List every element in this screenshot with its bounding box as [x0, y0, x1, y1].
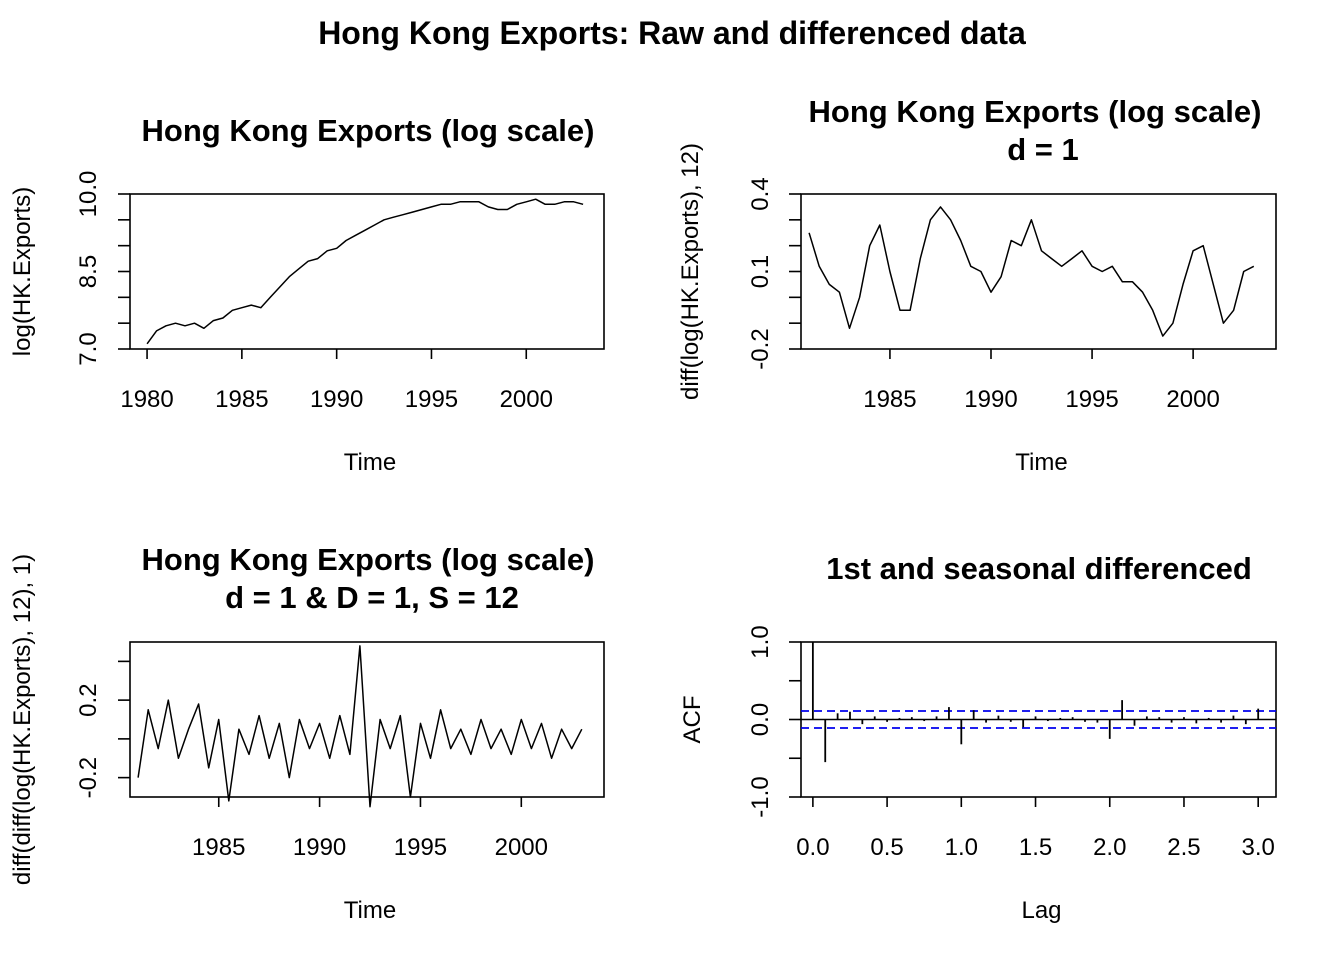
- y-tick-label: 0.1: [747, 255, 774, 288]
- x-axis-title: Time: [1015, 449, 1067, 476]
- panel-title: Hong Kong Exports (log scale): [142, 542, 595, 577]
- series-line: [146, 198, 584, 345]
- y-tick-label: 10.0: [75, 171, 102, 218]
- panel-body-4: 0.0 0.5 1.0 1.5 2.0 2.5 3.0 Lag -1.0 0.0 1.0 ACF: [679, 625, 1277, 924]
- panel-subtitle: d = 1: [1007, 132, 1079, 167]
- x-tick-label: 2000: [1166, 386, 1219, 413]
- x-tick-label: 1.0: [945, 834, 978, 861]
- x-tick-label: 1995: [394, 834, 447, 861]
- x-tick-label: 0.0: [796, 834, 829, 861]
- series-line: [808, 206, 1255, 337]
- x-tick-label: 0.5: [870, 834, 903, 861]
- x-tick-label: 2.0: [1093, 834, 1126, 861]
- y-axis-title: diff(log(HK.Exports), 12): [677, 143, 704, 400]
- panel-title: Hong Kong Exports (log scale): [142, 113, 595, 148]
- x-tick-label: 1990: [293, 834, 346, 861]
- x-tick-label: 1995: [405, 386, 458, 413]
- x-axis-title: Time: [344, 449, 396, 476]
- panel-acf: 1st and seasonal differenced 0.0 0.5 1.0 1.…: [679, 551, 1277, 924]
- x-tick-label: 1990: [964, 386, 1017, 413]
- series-line: [137, 645, 583, 808]
- plot-frame: [129, 641, 605, 798]
- y-axis-title: ACF: [679, 696, 706, 744]
- y-tick-label: -0.2: [747, 328, 774, 369]
- figure-title: Hong Kong Exports: Raw and differenced d…: [318, 15, 1026, 51]
- x-tick-label: 2.5: [1167, 834, 1200, 861]
- x-tick-label: 1.5: [1019, 834, 1052, 861]
- y-tick-label: -1.0: [747, 776, 774, 817]
- panel-body-3: 1985 1990 1995 2000 Time -0.2 0.2 diff(diff(log…: [9, 554, 605, 924]
- y-tick-label: 0.2: [75, 683, 102, 716]
- y-tick-label: 7.0: [75, 332, 102, 365]
- x-tick-label: 1980: [120, 386, 173, 413]
- x-tick-label: 1985: [863, 386, 916, 413]
- y-tick-label: 1.0: [747, 625, 774, 658]
- x-tick-label: 1990: [310, 386, 363, 413]
- y-tick-label: 8.5: [75, 255, 102, 288]
- x-axis-title: Time: [344, 897, 396, 924]
- panel-title: Hong Kong Exports (log scale): [809, 94, 1262, 129]
- x-tick-label: 1985: [192, 834, 245, 861]
- y-axis-title: log(HK.Exports): [9, 187, 36, 356]
- x-axis-title: Lag: [1021, 897, 1061, 924]
- x-tick-label: 1995: [1065, 386, 1118, 413]
- y-axis-title: diff(diff(log(HK.Exports), 12), 1): [9, 554, 36, 885]
- panel-body-1: 1980 1985 1990 1995 2000 Time 7.0 8.5 10.0 log(HK…: [9, 171, 605, 476]
- panel-log-exports: Hong Kong Exports (log scale) 1980 1985 19…: [9, 113, 605, 476]
- y-tick-label: 0.4: [747, 177, 774, 210]
- panel-body-2: 1985 1990 1995 2000 Time -0.2 0.1 0.4 diff(log(H…: [677, 143, 1277, 476]
- panel-diff-12: Hong Kong Exports (log scale) d = 1 1985…: [677, 94, 1277, 476]
- x-tick-label: 2000: [500, 386, 553, 413]
- panel-subtitle: d = 1 & D = 1, S = 12: [225, 580, 519, 615]
- x-tick-label: 1985: [215, 386, 268, 413]
- x-tick-label: 3.0: [1242, 834, 1275, 861]
- x-tick-label: 2000: [495, 834, 548, 861]
- panel-diff-12-1: Hong Kong Exports (log scale) d = 1 & D …: [9, 542, 605, 924]
- panel-title: 1st and seasonal differenced: [826, 551, 1252, 586]
- y-tick-label: 0.0: [747, 703, 774, 736]
- y-tick-label: -0.2: [75, 757, 102, 798]
